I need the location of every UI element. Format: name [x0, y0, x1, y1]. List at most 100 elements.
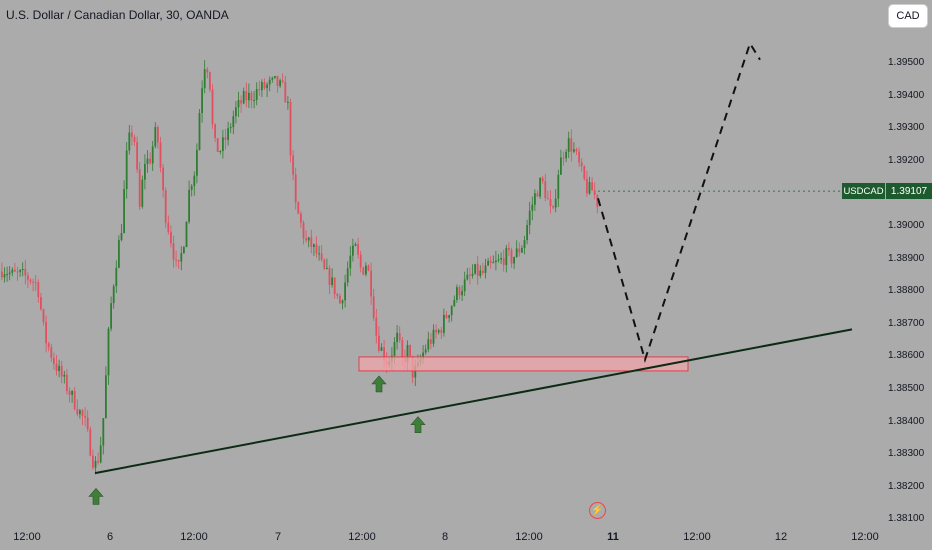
candle-body: [3, 274, 6, 278]
price-tick-label: 1.38100: [888, 513, 925, 525]
candle-body: [307, 237, 310, 241]
candle-body: [580, 162, 583, 167]
candle-body: [479, 270, 482, 276]
candle-body: [432, 329, 435, 344]
candle-body: [424, 349, 427, 353]
currency-button[interactable]: CAD: [888, 4, 928, 28]
candle-body: [378, 335, 380, 351]
candle-body: [372, 296, 375, 318]
candle-body: [326, 267, 328, 269]
candle-body: [112, 286, 115, 304]
candle-body: [422, 352, 424, 359]
candle-body: [92, 455, 94, 468]
time-tick-label: 12:00: [13, 531, 41, 543]
candle-body: [149, 158, 151, 164]
candle-body: [456, 287, 458, 300]
candle-body: [120, 233, 123, 241]
candle-body: [40, 297, 42, 310]
candle-body: [313, 244, 315, 247]
candle-body: [463, 279, 466, 292]
time-tick-label: 12:00: [180, 531, 208, 543]
candle-body: [167, 222, 170, 232]
candle-body: [344, 282, 346, 301]
candle-body: [14, 269, 16, 272]
candle-body: [180, 253, 183, 262]
candle-body: [227, 128, 229, 141]
candle-body: [53, 357, 55, 364]
candle-body: [19, 270, 21, 272]
candle-body: [440, 330, 443, 333]
candle-body: [222, 137, 224, 152]
candle-body: [437, 330, 440, 333]
candle-body: [349, 255, 352, 269]
candle-body: [151, 146, 154, 164]
candle-body: [84, 415, 86, 418]
candle-body: [81, 410, 84, 416]
candle-body: [346, 268, 349, 283]
candle-body: [268, 79, 271, 85]
candle-body: [292, 155, 294, 175]
candle-body: [596, 194, 599, 208]
time-tick-label: 12:00: [515, 531, 543, 543]
candle-body: [76, 409, 79, 415]
candle-body: [97, 460, 99, 463]
time-tick-label: 12:00: [851, 531, 879, 543]
flash-icon[interactable]: ⚡: [589, 502, 606, 519]
candle-body: [320, 253, 323, 260]
candle-body: [578, 151, 580, 163]
chart-area[interactable]: [0, 0, 880, 550]
candle-body: [138, 169, 141, 207]
candle-body: [190, 186, 193, 190]
candle-body: [146, 158, 149, 164]
candle-body: [305, 238, 307, 241]
candle-body: [375, 317, 378, 336]
candle-body: [274, 75, 276, 78]
last-price-badge: 1.39107: [886, 183, 932, 199]
candle-body: [565, 151, 567, 159]
candle-body: [144, 163, 146, 180]
candle-body: [575, 149, 578, 152]
candle-body: [323, 259, 326, 269]
candle-body: [359, 254, 362, 268]
candle-body: [526, 225, 528, 241]
candle-body: [523, 240, 526, 249]
candle-body: [105, 375, 107, 419]
candle-body: [354, 244, 357, 246]
candle-body: [445, 314, 448, 318]
candle-body: [99, 445, 102, 463]
candle-body: [430, 339, 432, 344]
candle-body: [45, 321, 47, 344]
candle-body: [6, 274, 8, 276]
candle-body: [435, 329, 437, 333]
candle-body: [203, 69, 206, 89]
price-chart[interactable]: [0, 0, 880, 550]
candle-body: [474, 264, 476, 274]
candle-body: [115, 267, 118, 287]
candle-body: [32, 281, 34, 283]
price-tick-label: 1.39400: [888, 89, 925, 101]
candle-body: [232, 116, 235, 128]
candle-body: [461, 291, 463, 296]
candle-body: [315, 244, 318, 254]
candle-body: [58, 365, 60, 371]
price-tick-label: 1.39000: [888, 220, 925, 231]
symbol-badge: USDCAD: [842, 183, 885, 199]
candle-body: [21, 269, 24, 271]
candle-body: [94, 460, 97, 468]
candle-body: [201, 88, 203, 114]
support-zone: [358, 356, 689, 372]
candle-body: [300, 213, 302, 223]
candle-body: [427, 339, 430, 350]
candle-body: [255, 89, 258, 101]
candle-body: [188, 189, 190, 222]
candle-body: [245, 91, 248, 101]
candle-body: [289, 101, 292, 156]
candle-body: [8, 272, 11, 275]
candle-body: [541, 178, 544, 182]
candle-body: [263, 82, 266, 89]
projection-path: [597, 41, 761, 364]
candle-body: [110, 303, 112, 329]
price-tick-label: 1.39300: [888, 122, 925, 134]
candle-body: [27, 275, 29, 280]
candle-body: [216, 138, 219, 152]
